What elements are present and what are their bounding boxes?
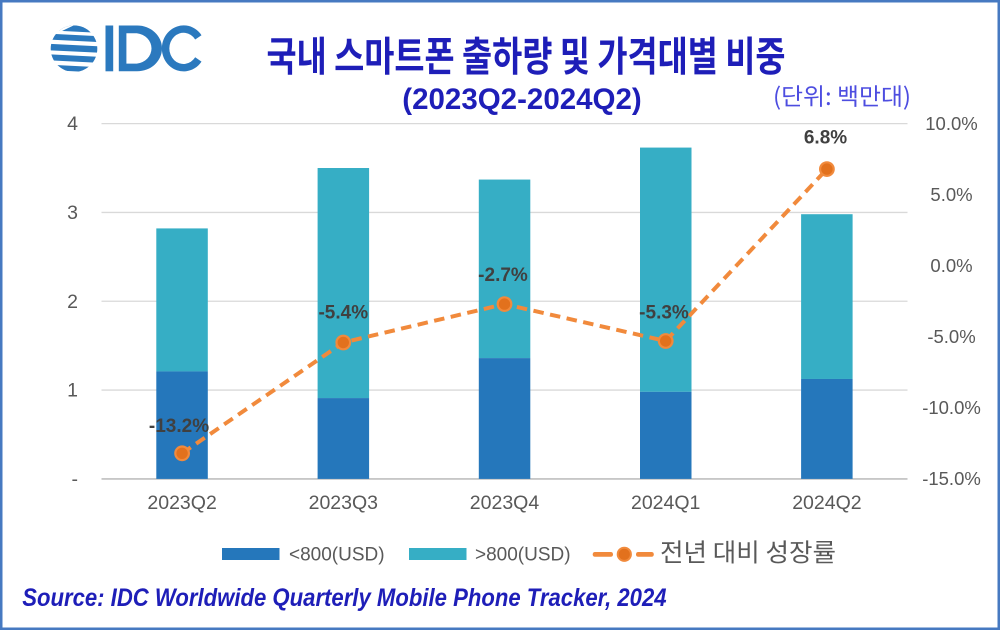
svg-text:2023Q3: 2023Q3 <box>309 492 378 514</box>
svg-text:-2.7%: -2.7% <box>478 265 528 286</box>
svg-text:4: 4 <box>67 113 78 135</box>
svg-text:<800(USD): <800(USD) <box>289 545 385 566</box>
svg-text:Source: IDC Worldwide Quarterl: Source: IDC Worldwide Quarterly Mobile P… <box>22 585 666 613</box>
svg-text:-15.0%: -15.0% <box>922 468 981 489</box>
svg-text:10.0%: 10.0% <box>925 113 977 134</box>
svg-text:-13.2%: -13.2% <box>149 416 209 437</box>
svg-text:(2023Q2-2024Q2): (2023Q2-2024Q2) <box>402 83 641 116</box>
svg-text:>800(USD): >800(USD) <box>475 545 571 566</box>
svg-text:-10.0%: -10.0% <box>922 397 981 418</box>
svg-text:5.0%: 5.0% <box>930 184 972 205</box>
svg-text:2: 2 <box>67 291 78 313</box>
svg-text:1: 1 <box>67 380 78 402</box>
svg-text:3: 3 <box>67 202 78 224</box>
svg-text:-5.3%: -5.3% <box>639 303 689 324</box>
svg-text:2024Q1: 2024Q1 <box>631 492 700 514</box>
svg-text:-5.4%: -5.4% <box>318 302 368 323</box>
svg-text:-5.0%: -5.0% <box>927 326 975 347</box>
svg-text:0.0%: 0.0% <box>930 255 972 276</box>
svg-text:2023Q2: 2023Q2 <box>147 492 216 514</box>
svg-text:-: - <box>72 468 79 490</box>
svg-text:6.8%: 6.8% <box>804 128 847 149</box>
svg-text:2024Q2: 2024Q2 <box>792 492 861 514</box>
svg-text:2023Q4: 2023Q4 <box>470 492 540 514</box>
